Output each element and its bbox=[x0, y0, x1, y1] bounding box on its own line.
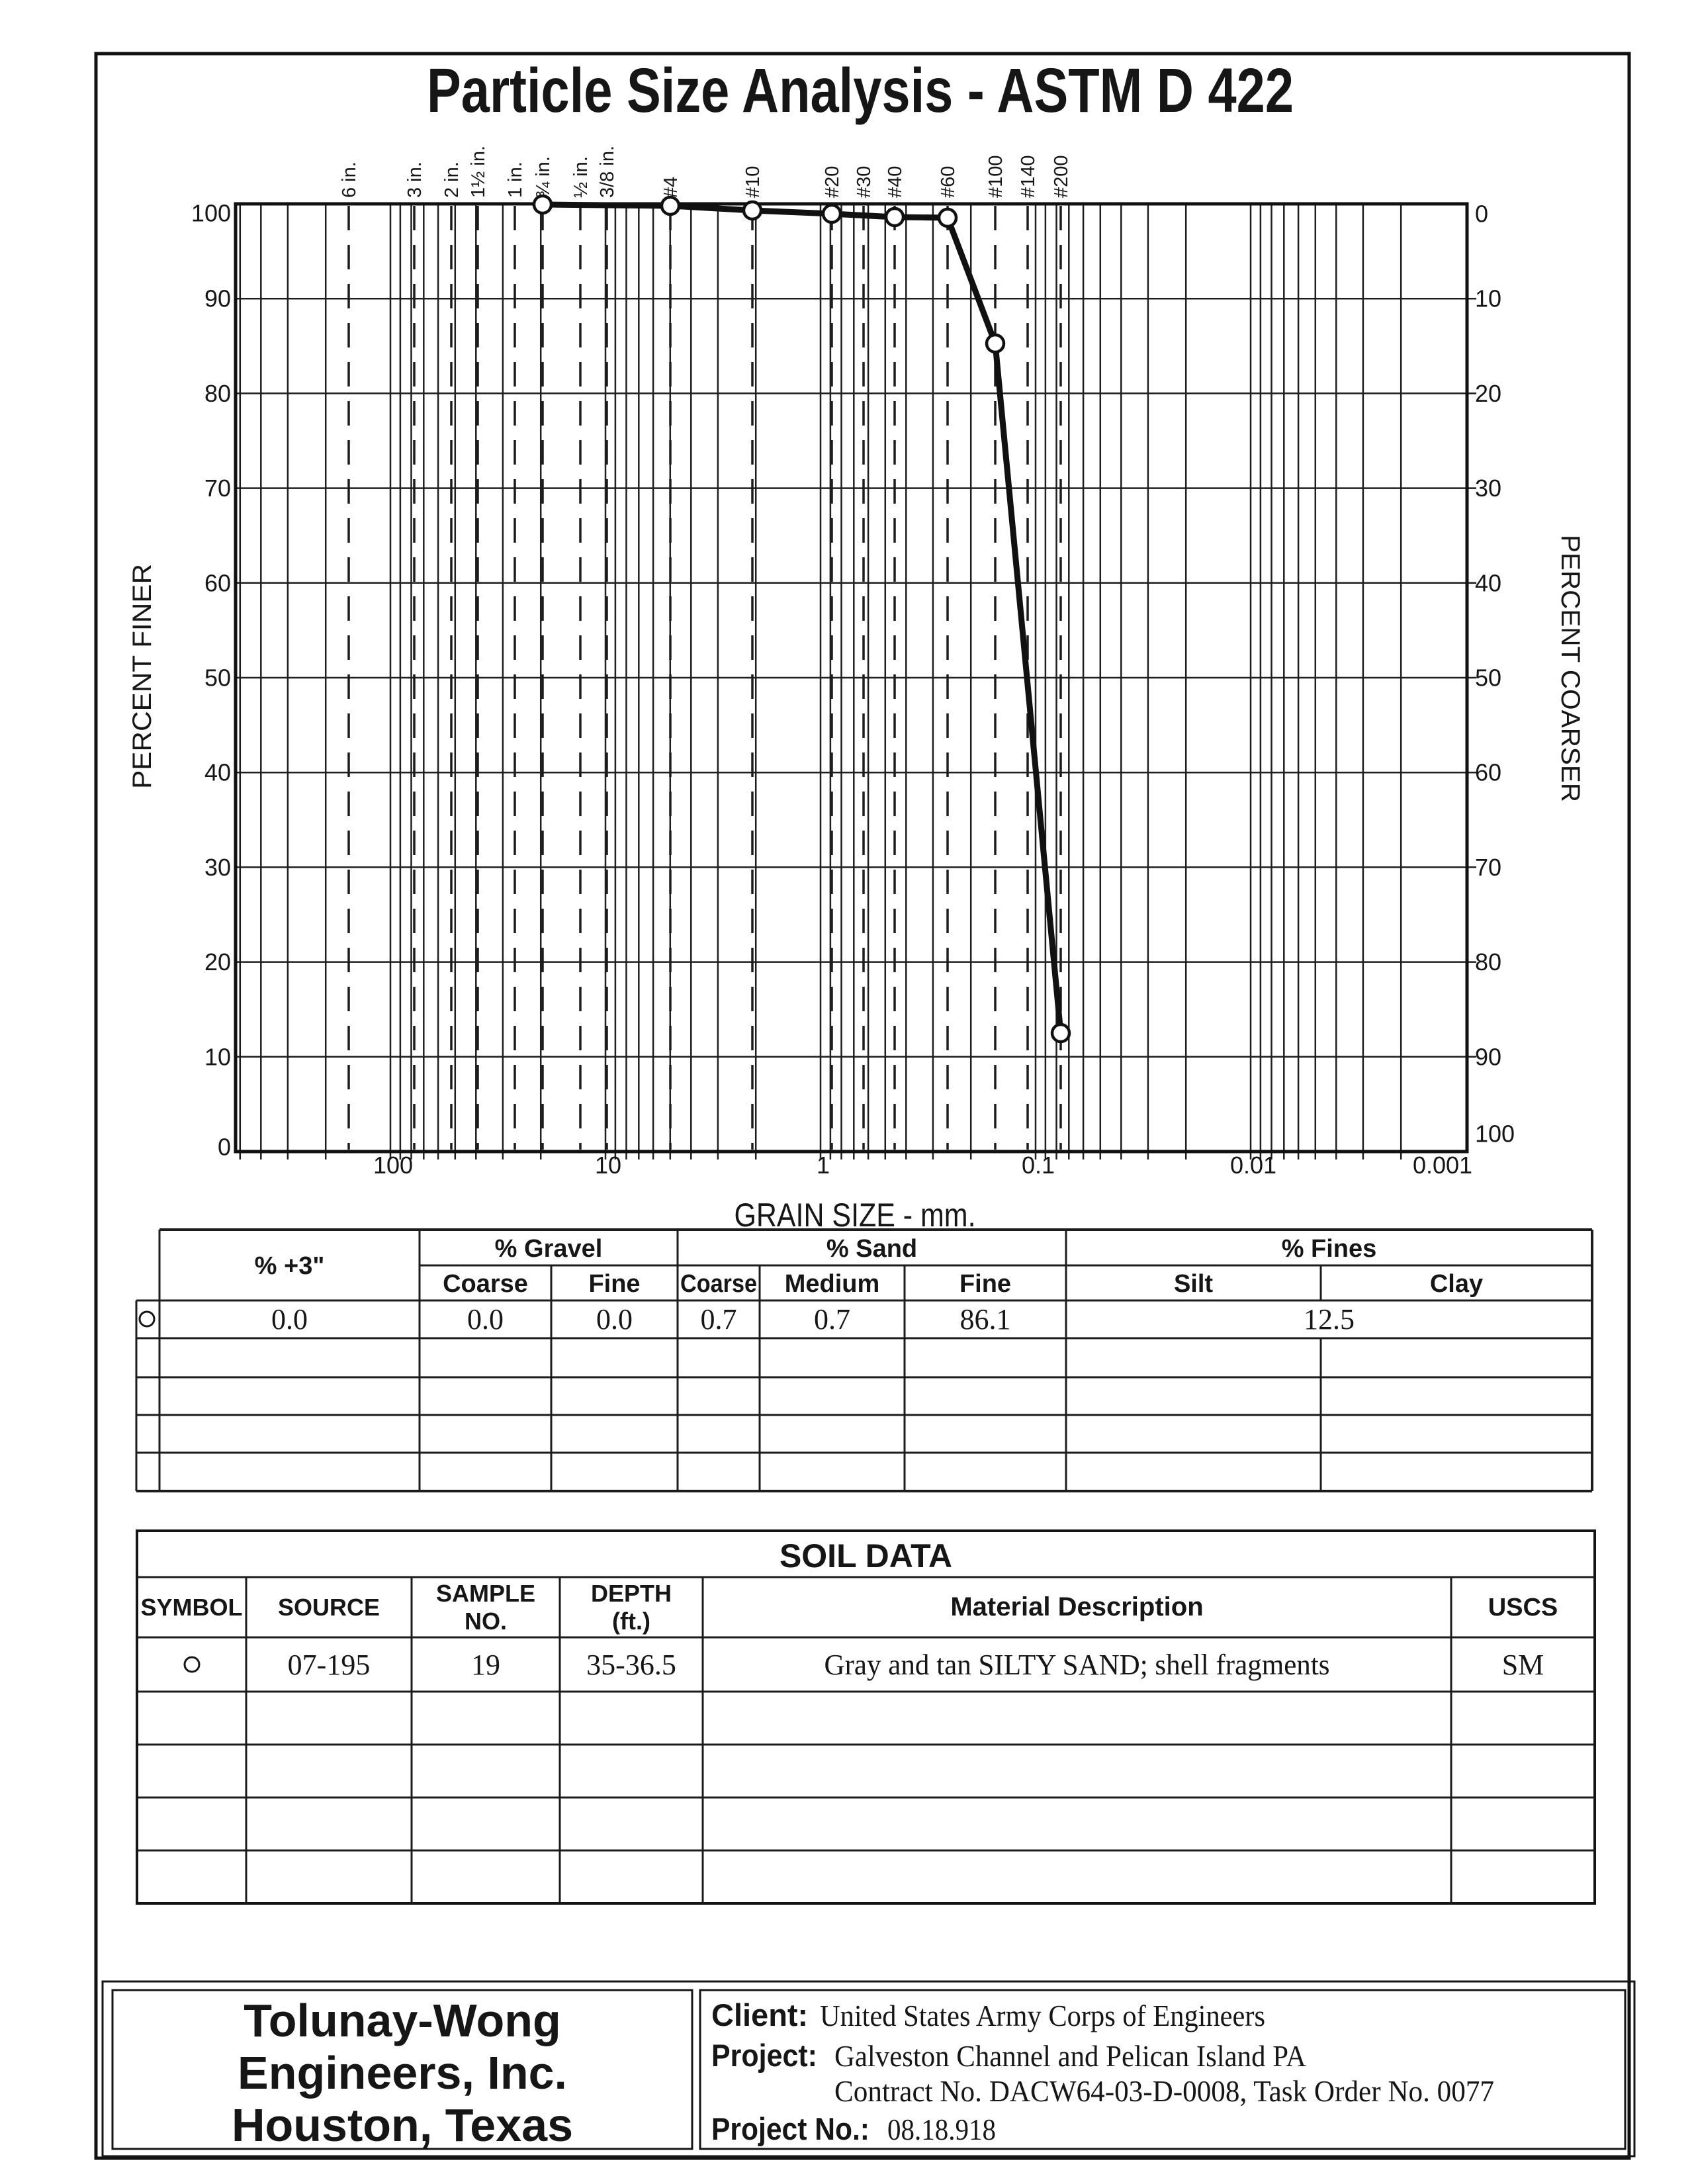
svg-text:Fine: Fine bbox=[959, 1270, 1011, 1298]
svg-text:90: 90 bbox=[1475, 1043, 1501, 1070]
svg-text:#30: #30 bbox=[854, 166, 875, 198]
svg-text:0.1: 0.1 bbox=[1022, 1152, 1055, 1179]
svg-text:#100: #100 bbox=[985, 155, 1006, 198]
svg-text:Silt: Silt bbox=[1174, 1270, 1213, 1298]
svg-text:NO.: NO. bbox=[465, 1608, 507, 1635]
svg-text:GRAIN SIZE - mm.: GRAIN SIZE - mm. bbox=[735, 1197, 976, 1234]
svg-text:#10: #10 bbox=[742, 166, 764, 198]
svg-text:#40: #40 bbox=[885, 166, 906, 198]
svg-text:Coarse: Coarse bbox=[680, 1270, 757, 1298]
svg-text:10: 10 bbox=[204, 1043, 231, 1070]
svg-text:United States Army Corps of En: United States Army Corps of Engineers bbox=[820, 1999, 1265, 2032]
svg-text:DEPTH: DEPTH bbox=[591, 1580, 672, 1607]
svg-text:Engineers, Inc.: Engineers, Inc. bbox=[238, 2047, 567, 2099]
svg-text:Gray and tan SILTY SAND; shell: Gray and tan SILTY SAND; shell fragments bbox=[825, 1649, 1330, 1681]
svg-text:40: 40 bbox=[1475, 569, 1501, 596]
svg-text:0.0: 0.0 bbox=[596, 1303, 633, 1336]
svg-text:USCS: USCS bbox=[1488, 1594, 1558, 1621]
svg-text:Houston, Texas: Houston, Texas bbox=[232, 2099, 573, 2151]
svg-text:½ in.: ½ in. bbox=[570, 156, 592, 198]
svg-text:Galveston Channel and Pelican: Galveston Channel and Pelican Island PA bbox=[834, 2039, 1306, 2073]
svg-text:08.18.918: 08.18.918 bbox=[887, 2113, 996, 2146]
svg-text:70: 70 bbox=[204, 475, 231, 502]
svg-text:SAMPLE: SAMPLE bbox=[436, 1580, 535, 1607]
svg-text:50: 50 bbox=[1475, 664, 1501, 692]
svg-text:Fine: Fine bbox=[588, 1270, 640, 1298]
svg-text:10: 10 bbox=[1475, 285, 1501, 312]
svg-text:40: 40 bbox=[204, 759, 231, 786]
svg-text:% Gravel: % Gravel bbox=[495, 1235, 603, 1263]
svg-text:100: 100 bbox=[191, 200, 231, 227]
svg-text:¾ in.: ¾ in. bbox=[533, 156, 554, 198]
svg-text:19: 19 bbox=[471, 1649, 500, 1681]
svg-text:Contract No. DACW64-03-D-0008,: Contract No. DACW64-03-D-0008, Task Orde… bbox=[834, 2074, 1494, 2108]
svg-text:#60: #60 bbox=[938, 166, 959, 198]
svg-text:SOURCE: SOURCE bbox=[278, 1594, 380, 1621]
svg-text:#140: #140 bbox=[1018, 155, 1039, 198]
svg-text:Medium: Medium bbox=[785, 1270, 880, 1298]
svg-text:Project:: Project: bbox=[711, 2038, 817, 2073]
svg-text:60: 60 bbox=[204, 569, 231, 596]
svg-text:#20: #20 bbox=[822, 166, 843, 198]
svg-text:86.1: 86.1 bbox=[960, 1303, 1011, 1336]
svg-text:12.5: 12.5 bbox=[1304, 1303, 1355, 1336]
svg-text:SOIL DATA: SOIL DATA bbox=[780, 1537, 952, 1574]
svg-text:10: 10 bbox=[595, 1152, 621, 1179]
svg-text:#4: #4 bbox=[660, 177, 682, 198]
svg-text:30: 30 bbox=[1475, 475, 1501, 502]
svg-text:0.0: 0.0 bbox=[467, 1303, 504, 1336]
svg-text:70: 70 bbox=[1475, 854, 1501, 881]
svg-text:100: 100 bbox=[373, 1152, 413, 1179]
svg-text:Client:: Client: bbox=[711, 1997, 808, 2032]
svg-text:50: 50 bbox=[204, 664, 231, 692]
svg-text:07-195: 07-195 bbox=[288, 1649, 371, 1681]
svg-text:0: 0 bbox=[218, 1134, 231, 1161]
svg-text:% +3": % +3" bbox=[255, 1252, 325, 1280]
svg-text:PERCENT FINER: PERCENT FINER bbox=[128, 564, 157, 789]
svg-text:20: 20 bbox=[204, 948, 231, 976]
svg-text:SYMBOL: SYMBOL bbox=[140, 1594, 242, 1621]
svg-text:1 in.: 1 in. bbox=[505, 161, 526, 198]
svg-text:Coarse: Coarse bbox=[443, 1270, 528, 1298]
svg-text:90: 90 bbox=[204, 285, 231, 312]
svg-text:0.001: 0.001 bbox=[1413, 1152, 1472, 1179]
svg-text:0.7: 0.7 bbox=[814, 1303, 850, 1336]
svg-text:#200: #200 bbox=[1051, 155, 1072, 198]
svg-text:PERCENT COARSER: PERCENT COARSER bbox=[1556, 535, 1585, 802]
svg-text:35-36.5: 35-36.5 bbox=[586, 1649, 676, 1681]
svg-text:3/8 in.: 3/8 in. bbox=[597, 146, 618, 198]
svg-text:(ft.): (ft.) bbox=[612, 1608, 650, 1635]
svg-text:0.0: 0.0 bbox=[271, 1303, 308, 1336]
svg-text:Tolunay-Wong: Tolunay-Wong bbox=[244, 1995, 561, 2046]
svg-text:% Fines: % Fines bbox=[1282, 1235, 1377, 1263]
svg-text:30: 30 bbox=[204, 854, 231, 881]
svg-text:1: 1 bbox=[817, 1152, 830, 1179]
svg-text:0.01: 0.01 bbox=[1230, 1152, 1276, 1179]
svg-text:6 in.: 6 in. bbox=[339, 161, 360, 198]
svg-text:100: 100 bbox=[1475, 1120, 1515, 1148]
svg-text:Project No.:: Project No.: bbox=[711, 2111, 869, 2146]
svg-text:2 in.: 2 in. bbox=[441, 161, 463, 198]
svg-text:80: 80 bbox=[1475, 948, 1501, 976]
svg-text:% Sand: % Sand bbox=[826, 1235, 917, 1263]
svg-text:Particle Size Analysis - ASTM: Particle Size Analysis - ASTM D 422 bbox=[427, 56, 1294, 126]
svg-text:0: 0 bbox=[1475, 201, 1488, 228]
svg-text:Clay: Clay bbox=[1430, 1270, 1483, 1298]
svg-text:80: 80 bbox=[204, 380, 231, 407]
svg-text:1½ in.: 1½ in. bbox=[468, 146, 489, 198]
svg-text:20: 20 bbox=[1475, 380, 1501, 407]
svg-text:Material Description: Material Description bbox=[950, 1592, 1203, 1621]
svg-text:0.7: 0.7 bbox=[701, 1303, 737, 1336]
svg-text:60: 60 bbox=[1475, 759, 1501, 786]
svg-text:SM: SM bbox=[1502, 1649, 1544, 1681]
svg-text:3 in.: 3 in. bbox=[404, 161, 425, 198]
